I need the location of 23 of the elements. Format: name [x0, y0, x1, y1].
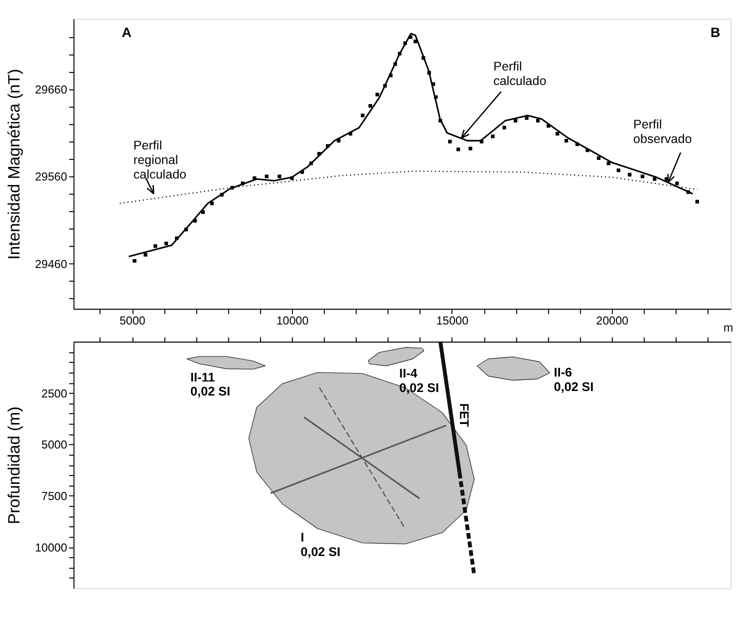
- annotation: II-6 0,02 SI: [554, 365, 594, 394]
- x-tick-label: 15000: [436, 316, 468, 328]
- y-tick-label: 5000: [41, 440, 68, 452]
- y-tick-label: 10000: [34, 542, 68, 554]
- annotation: Perfil regional calculado: [133, 138, 186, 182]
- annotation: I 0,02 SI: [300, 530, 340, 560]
- x-tick-label: 5000: [120, 316, 146, 328]
- x-axis-title: m: [724, 322, 734, 334]
- y-tick-label: 29460: [34, 258, 68, 271]
- annotation: Perfil calculado: [493, 59, 546, 88]
- annotation: Perfil observado: [633, 117, 692, 146]
- annotation: II-11 0,02 SI: [190, 370, 230, 399]
- y-axis-title: Profundidad (m): [5, 406, 24, 524]
- x-tick-label: 10000: [276, 316, 309, 328]
- y-axis-title: Intensidad Magnética (nT): [5, 68, 24, 260]
- y-tick-label: 2500: [41, 388, 68, 400]
- y-tick-label: 7500: [41, 491, 68, 504]
- y-tick-label: 29660: [34, 84, 68, 97]
- annotation: A: [122, 25, 132, 40]
- annotation: B: [710, 25, 720, 40]
- x-tick-label: 20000: [596, 316, 628, 328]
- annotation: FET: [457, 403, 472, 428]
- y-tick-label: 29560: [34, 172, 68, 184]
